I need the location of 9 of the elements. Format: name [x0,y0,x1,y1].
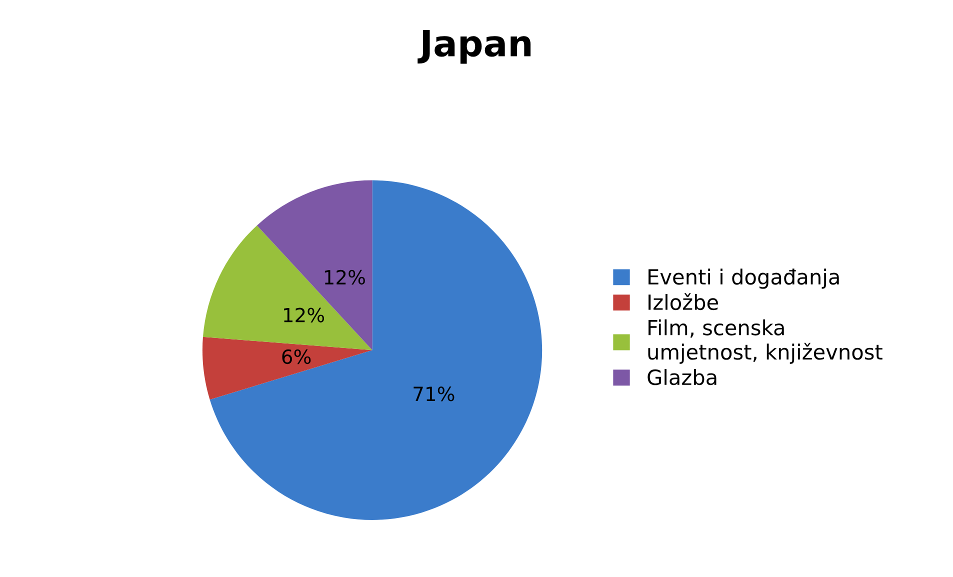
data-label: 71% [414,386,454,402]
legend-label: Izložbe [648,293,718,310]
legend-label: Eventi i događanja [648,268,839,289]
legend-label: Film, scenska umjetnost, književnost [648,319,882,364]
chart-title: Japan [418,30,531,64]
data-label: 6% [282,349,311,364]
data-label: 12% [324,270,365,285]
legend-label: Glazba [648,369,716,386]
data-label: 12% [284,308,324,322]
